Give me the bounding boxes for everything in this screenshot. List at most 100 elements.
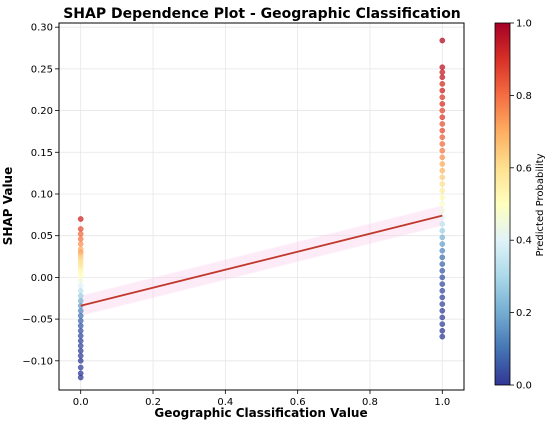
data-point-55: [439, 194, 446, 201]
data-point-3: [77, 236, 84, 242]
data-point-35: [439, 64, 446, 71]
data-point-29: [77, 353, 84, 359]
data-point-18: [77, 297, 84, 304]
data-point-28: [77, 347, 84, 354]
colorbar-tick-label-0: 0.0: [516, 381, 532, 392]
data-point-70: [439, 294, 446, 301]
data-point-61: [439, 234, 446, 241]
colorbar-label: Predicted Probability: [535, 153, 546, 256]
data-point-60: [439, 227, 446, 234]
x-tick-label-0: 0.0: [73, 397, 89, 408]
x-axis: 0.0 0.2 0.4 0.6 0.8 1.0: [73, 390, 450, 408]
data-point-37: [439, 74, 446, 81]
colorbar: [494, 22, 511, 386]
y-tick-label-4: 0.10: [31, 189, 53, 200]
plot-area-frame: [58, 22, 465, 391]
data-point-45: [439, 127, 446, 134]
data-point-25: [77, 332, 84, 339]
data-point-4: [77, 241, 84, 247]
y-axis-label: SHAP Value: [1, 167, 15, 245]
data-point-59: [439, 221, 446, 227]
data-point-67: [439, 274, 446, 281]
trend-line-segment: [80, 214, 443, 307]
data-point-68: [439, 281, 446, 287]
data-point-26: [77, 337, 84, 344]
colorbar-tick-label-5: 1.0: [516, 19, 532, 30]
data-point-21: [77, 312, 84, 319]
data-point-13: [77, 272, 84, 279]
colorbar-tick-label-1: 0.2: [516, 308, 532, 319]
data-point-53: [439, 181, 446, 187]
data-point-1: [77, 226, 84, 232]
data-point-47: [439, 141, 446, 147]
data-point-71: [439, 301, 446, 307]
data-point-15: [77, 282, 84, 289]
x-tick-label-1: 0.2: [145, 397, 161, 408]
data-point-56: [439, 201, 446, 207]
data-point-76: [439, 333, 446, 340]
data-point-75: [439, 327, 446, 334]
data-point-57: [439, 207, 446, 214]
data-point-51: [439, 167, 446, 174]
data-point-72: [439, 307, 446, 314]
data-point-46: [439, 134, 446, 141]
data-point-50: [439, 161, 446, 167]
data-point-41: [439, 101, 446, 107]
data-point-52: [439, 174, 446, 181]
data-point-54: [439, 187, 446, 194]
x-tick-label-3: 0.6: [290, 397, 306, 408]
data-point-39: [439, 87, 446, 94]
data-point-43: [439, 114, 446, 121]
x-tick-label-4: 0.8: [362, 397, 378, 408]
data-point-44: [439, 121, 446, 127]
scatter-points: [77, 37, 446, 381]
data-point-30: [77, 358, 84, 364]
data-point-33: [77, 374, 84, 381]
data-point-20: [77, 307, 84, 314]
data-point-49: [439, 154, 446, 161]
data-point-62: [439, 241, 446, 247]
data-point-34: [439, 37, 446, 44]
y-axis: −0.10 −0.05 0.00 0.05 0.10 0.15 0.20 0.25 0.30: [22, 23, 59, 367]
data-point-40: [439, 94, 446, 101]
data-point-64: [439, 254, 446, 261]
data-point-27: [77, 342, 84, 349]
x-tick-label-2: 0.4: [217, 397, 233, 408]
data-point-17: [77, 292, 84, 299]
data-point-63: [439, 247, 446, 254]
data-point-14: [77, 277, 84, 284]
y-tick-label-6: 0.20: [31, 106, 53, 117]
y-tick-label-7: 0.25: [31, 64, 53, 75]
colorbar-tick-label-3: 0.6: [516, 163, 532, 174]
y-tick-label-5: 0.15: [31, 148, 53, 159]
data-point-2: [77, 231, 84, 237]
data-point-69: [439, 287, 446, 294]
data-point-24: [77, 327, 84, 334]
x-axis-label: Geographic Classification Value: [154, 406, 367, 420]
gridlines: [59, 23, 464, 390]
trend-line: [80, 214, 443, 307]
colorbar-tick-label-4: 0.8: [516, 91, 532, 102]
data-point-0: [77, 216, 84, 222]
data-point-16: [77, 287, 84, 294]
data-point-66: [439, 267, 446, 274]
y-tick-label-0: −0.10: [22, 356, 53, 367]
colorbar-axis: 0.0 0.2 0.4 0.6 0.8 1.0: [510, 19, 532, 392]
x-tick-label-5: 1.0: [434, 397, 450, 408]
colorbar-tick-label-2: 0.4: [516, 236, 532, 247]
data-point-38: [439, 81, 446, 87]
data-point-65: [439, 261, 446, 267]
data-point-31: [77, 364, 84, 371]
data-point-22: [77, 317, 84, 324]
data-point-73: [439, 314, 446, 321]
data-point-23: [77, 322, 84, 329]
data-point-42: [439, 107, 446, 114]
y-tick-label-8: 0.30: [31, 23, 53, 34]
y-tick-label-3: 0.05: [31, 231, 53, 242]
y-tick-label-1: −0.05: [22, 315, 53, 326]
data-point-48: [439, 147, 446, 154]
y-tick-label-2: 0.00: [31, 273, 53, 284]
chart-title: SHAP Dependence Plot - Geographic Classi…: [63, 6, 461, 22]
data-point-36: [439, 69, 446, 76]
